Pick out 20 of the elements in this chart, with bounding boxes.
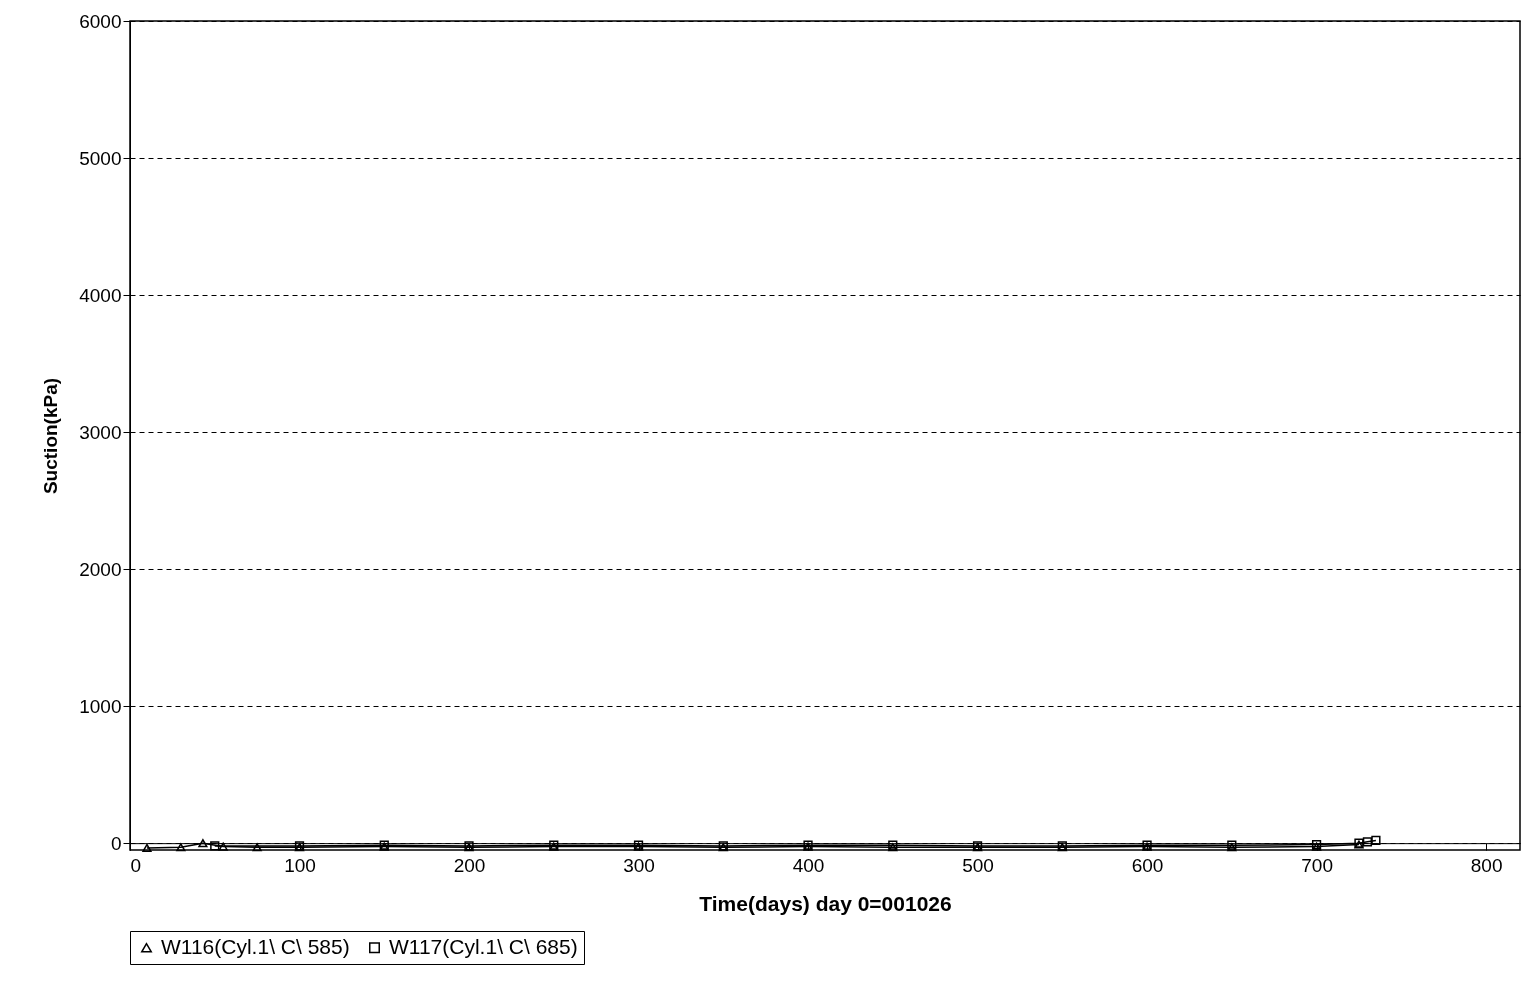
legend-label: W116(Cyl.1\ C\ 585) [161, 934, 350, 958]
x-tick-label: 100 [284, 854, 316, 876]
x-tick-label: 800 [1470, 854, 1503, 876]
y-tick-label: 6000 [79, 10, 122, 32]
x-tick-label: 200 [453, 854, 486, 876]
x-tick-label: 600 [1131, 854, 1164, 876]
x-tick-label: 300 [623, 854, 655, 876]
y-tick-label: 3000 [79, 421, 122, 443]
y-tick-label: 4000 [79, 284, 122, 306]
x-tick-label: 500 [962, 854, 994, 876]
y-tick-label: 5000 [79, 147, 122, 169]
y-tick-label: 2000 [79, 558, 122, 580]
x-tick-label: 400 [792, 854, 825, 876]
y-tick-label: 0 [110, 832, 122, 854]
y-tick-label: 1000 [79, 695, 122, 717]
x-axis-title: Time(days) day 0=001026 [699, 891, 952, 915]
y-axis-title: Suction(kPa) [40, 377, 62, 495]
legend-label: W117(Cyl.1\ C\ 685) [389, 934, 578, 958]
x-tick-label: 700 [1301, 854, 1333, 876]
x-tick-label: 0 [130, 854, 142, 876]
